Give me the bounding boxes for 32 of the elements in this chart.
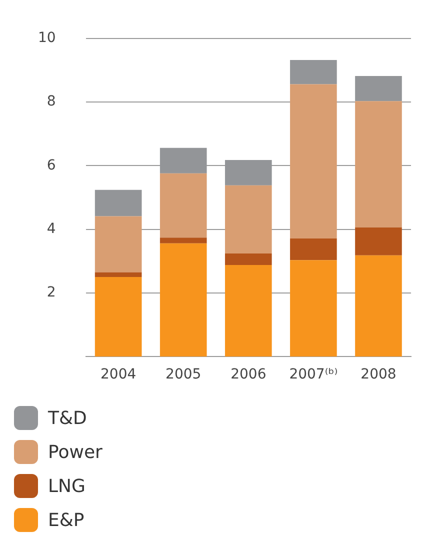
legend-label: Power: [48, 442, 102, 462]
bar: [290, 238, 337, 260]
legend-label: T&D: [48, 408, 87, 428]
bar: [355, 101, 402, 228]
y-tick-label: 10: [38, 30, 56, 46]
x-tick-label: 2007⁽ᵇ⁾: [289, 366, 338, 383]
bar: [94, 190, 142, 216]
bar: [160, 243, 207, 357]
x-tick-label: 2006: [230, 366, 266, 383]
bar: [94, 272, 142, 278]
bar: [224, 185, 272, 254]
bar: [290, 84, 337, 239]
x-tick-label: 2004: [100, 366, 136, 383]
bar: [355, 76, 402, 102]
bar: [290, 60, 337, 84]
bar: [290, 260, 337, 357]
bar: [224, 254, 272, 265]
y-tick-label: 4: [46, 220, 56, 237]
legend-label: E&P: [48, 510, 84, 530]
bar: [160, 173, 207, 238]
bar: [355, 227, 402, 256]
x-tick-label: 2005: [166, 366, 202, 383]
bar: [355, 255, 402, 357]
bar: [94, 216, 142, 272]
bar: [160, 238, 207, 244]
bar: [94, 277, 142, 357]
y-tick-label: 2: [46, 284, 56, 301]
bar: [224, 264, 272, 357]
x-tick-label: 2008: [360, 366, 396, 383]
legend-label: LNG: [48, 476, 86, 496]
y-tick-label: 6: [46, 157, 56, 174]
y-tick-label: 8: [46, 94, 56, 110]
